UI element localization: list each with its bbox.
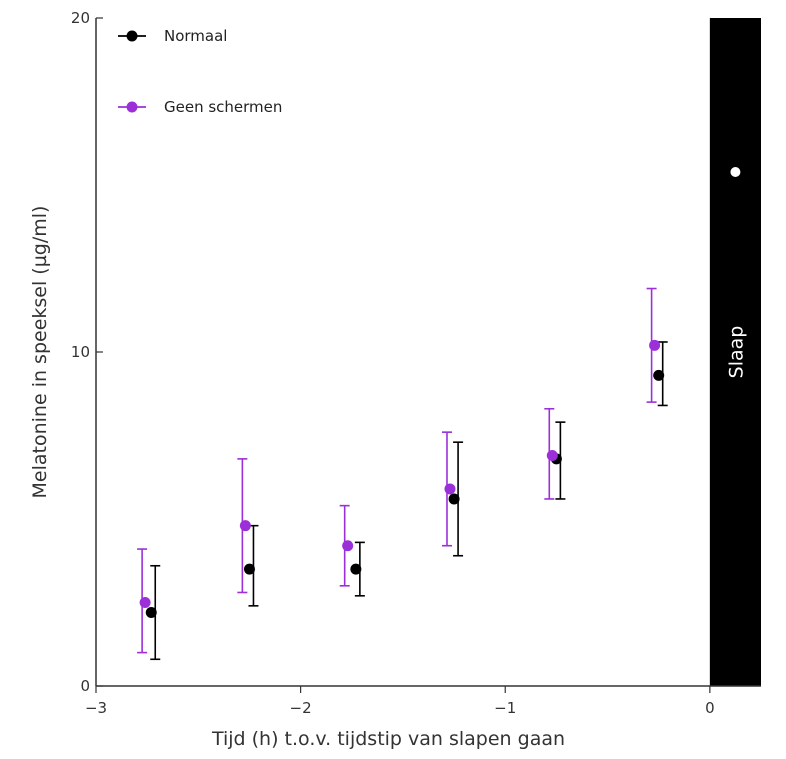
legend: Normaal Geen schermen [118,27,282,116]
sleep-region-band [709,18,761,686]
x-tick-label: −2 [290,699,312,717]
x-tick-label: −3 [85,699,107,717]
sleep-region-dot [730,167,741,177]
y-axis-title: Melatonine in speeksel (µg/ml) [29,206,51,499]
sleep-region-label: Slaap [725,326,747,379]
x-tick-label: 0 [705,699,715,717]
point-geen-schermen [239,520,251,532]
legend-label-geen-schermen: Geen schermen [164,98,282,116]
error-bars [137,287,668,661]
y-tick-label: 20 [71,9,90,27]
point-normaal [653,369,665,381]
axes [95,18,761,687]
y-tick-label: 10 [71,343,90,361]
legend-label-normaal: Normaal [164,27,227,45]
point-normaal [243,563,255,575]
x-tick-label: −1 [494,699,516,717]
point-geen-schermen [342,540,354,552]
point-normaal [448,493,460,505]
data-points [139,339,665,619]
point-geen-schermen [444,483,456,495]
y-tick-label: 0 [80,677,90,695]
sleep-region: Slaap [709,18,761,686]
ticks: 0 10 20 −3 −2 −1 0 [71,9,715,717]
point-normaal [350,563,362,575]
point-geen-schermen [139,597,151,608]
legend-marker-geen-schermen [126,101,138,113]
point-geen-schermen [546,450,558,462]
point-normaal [145,607,157,619]
point-geen-schermen [649,339,661,351]
x-axis-title: Tijd (h) t.o.v. tijdstip van slapen gaan [211,728,565,750]
legend-marker-normaal [126,30,138,42]
